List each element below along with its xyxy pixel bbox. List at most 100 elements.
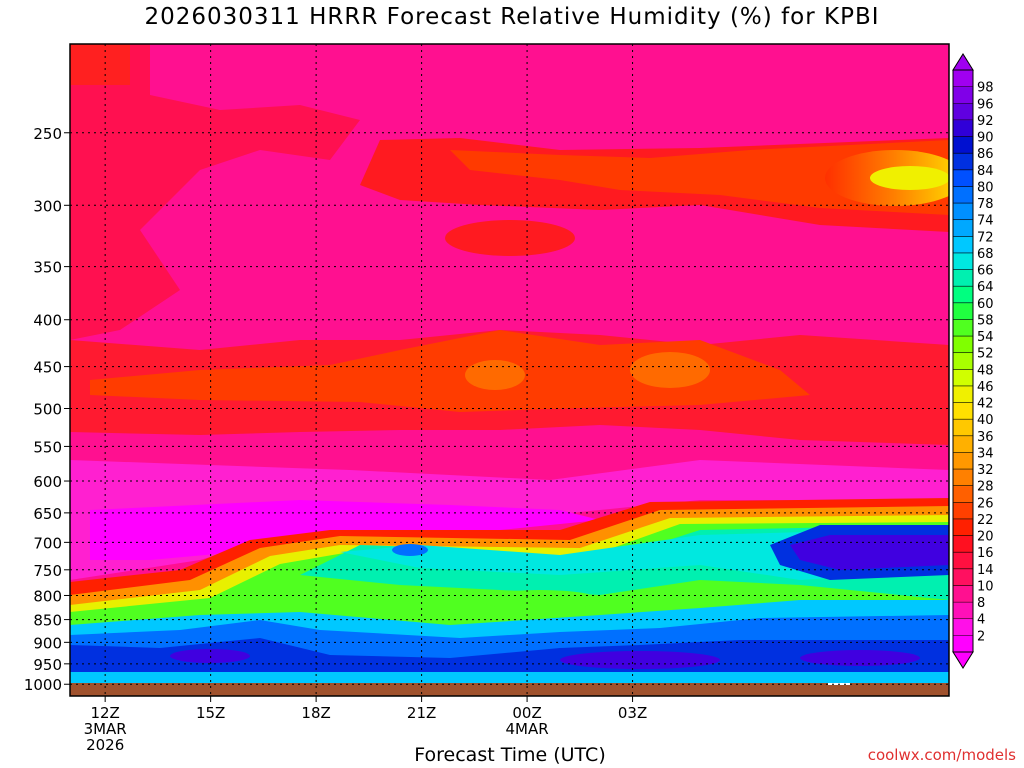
colorbar-segment bbox=[953, 402, 973, 420]
red-blob-325 bbox=[445, 220, 575, 256]
colorbar-label: 48 bbox=[977, 363, 994, 378]
colorbar-segment bbox=[953, 585, 973, 603]
colorbar-label: 80 bbox=[977, 180, 994, 195]
top-left-red bbox=[70, 44, 130, 85]
colorbar-segment bbox=[953, 552, 973, 570]
colorbar-segment bbox=[953, 502, 973, 520]
y-tick-label: 900 bbox=[33, 634, 62, 652]
colorbar-label: 72 bbox=[977, 230, 994, 245]
colorbar-segment bbox=[953, 86, 973, 104]
colorbar-label: 60 bbox=[977, 297, 994, 312]
y-tick-label: 600 bbox=[33, 473, 62, 491]
colorbar-label: 14 bbox=[977, 563, 994, 578]
colorbar-segment bbox=[953, 535, 973, 553]
colorbar-segment bbox=[953, 269, 973, 287]
colorbar-segment bbox=[953, 469, 973, 487]
colorbar-label: 68 bbox=[977, 247, 994, 262]
blue-blob-18z bbox=[392, 544, 428, 556]
colorbar-segment bbox=[953, 136, 973, 154]
colorbar-min-arrow bbox=[952, 651, 974, 669]
colorbar-segment bbox=[953, 186, 973, 204]
y-tick-label: 950 bbox=[33, 656, 62, 674]
colorbar-label: 92 bbox=[977, 114, 994, 129]
chart-title: 2026030311 HRRR Forecast Relative Humidi… bbox=[144, 4, 880, 30]
x-tick-label: 18Z bbox=[301, 704, 330, 722]
colorbar-label: 84 bbox=[977, 164, 994, 179]
bl-purple-2 bbox=[560, 651, 720, 669]
x-tick-label: 4MAR bbox=[505, 720, 548, 738]
x-tick-label: 21Z bbox=[407, 704, 436, 722]
colorbar-label: 36 bbox=[977, 430, 994, 445]
colorbar-segment bbox=[953, 203, 973, 221]
x-tick-label: 12Z bbox=[90, 704, 119, 722]
colorbar-segment bbox=[953, 419, 973, 437]
colorbar-label: 4 bbox=[977, 613, 985, 628]
y-tick-label: 400 bbox=[33, 312, 62, 330]
y-tick-label: 500 bbox=[33, 401, 62, 419]
colorbar-max-arrow bbox=[952, 53, 974, 71]
colorbar-segment bbox=[953, 219, 973, 237]
colorbar-label: 74 bbox=[977, 214, 994, 229]
colorbar-segment bbox=[953, 568, 973, 586]
x-tick-label: 00Z bbox=[512, 704, 541, 722]
colorbar-segment bbox=[953, 153, 973, 171]
x-axis-label: Forecast Time (UTC) bbox=[414, 744, 606, 766]
colorbar-label: 58 bbox=[977, 313, 994, 328]
colorbar: 2481014162022262832343640424648525458606… bbox=[952, 53, 994, 669]
y-tick-label: 800 bbox=[33, 587, 62, 605]
colorbar-segment bbox=[953, 70, 973, 88]
colorbar-label: 10 bbox=[977, 579, 994, 594]
y-tick-label: 250 bbox=[33, 125, 62, 143]
y-tick-label: 450 bbox=[33, 359, 62, 377]
mid-orange-band bbox=[90, 330, 810, 412]
colorbar-segment bbox=[953, 602, 973, 620]
colorbar-label: 2 bbox=[977, 629, 985, 644]
colorbar-segment bbox=[953, 286, 973, 304]
y-tick-label: 750 bbox=[33, 562, 62, 580]
colorbar-label: 86 bbox=[977, 147, 994, 162]
colorbar-segment bbox=[953, 452, 973, 470]
colorbar-border bbox=[952, 69, 974, 653]
colorbar-label: 20 bbox=[977, 530, 994, 545]
colorbar-label: 8 bbox=[977, 596, 985, 611]
y-tick-label: 650 bbox=[33, 505, 62, 523]
plot-border bbox=[69, 43, 950, 697]
colorbar-label: 46 bbox=[977, 380, 994, 395]
colorbar-label: 16 bbox=[977, 546, 994, 561]
colorbar-label: 22 bbox=[977, 513, 994, 528]
colorbar-label: 78 bbox=[977, 197, 994, 212]
y-tick-label: 1000 bbox=[24, 676, 62, 694]
colorbar-label: 96 bbox=[977, 97, 994, 112]
colorbar-label: 28 bbox=[977, 480, 994, 495]
colorbar-label: 40 bbox=[977, 413, 994, 428]
colorbar-label: 42 bbox=[977, 397, 994, 412]
lower-magenta bbox=[70, 460, 949, 580]
colorbar-segment bbox=[953, 119, 973, 138]
colorbar-segment bbox=[953, 485, 973, 503]
dry-slot-green bbox=[480, 590, 600, 610]
colorbar-segment bbox=[953, 302, 973, 320]
colorbar-label: 32 bbox=[977, 463, 994, 478]
colorbar-segment bbox=[953, 369, 973, 387]
upper-orange-band bbox=[450, 140, 949, 215]
x-tick-label: 2026 bbox=[86, 736, 124, 754]
y-tick-label: 700 bbox=[33, 534, 62, 552]
colorbar-segment bbox=[953, 435, 973, 453]
colorbar-segment bbox=[953, 385, 973, 404]
colorbar-label: 52 bbox=[977, 347, 994, 362]
bl-purple-1 bbox=[170, 649, 250, 663]
x-tick-label: 3MAR bbox=[84, 720, 127, 738]
y-tick-label: 300 bbox=[33, 197, 62, 215]
colorbar-label: 64 bbox=[977, 280, 994, 295]
colorbar-segment bbox=[953, 618, 973, 636]
colorbar-label: 98 bbox=[977, 81, 994, 96]
saturated-pocket-core bbox=[790, 535, 949, 570]
colorbar-segment bbox=[953, 336, 973, 354]
colorbar-segment bbox=[953, 103, 973, 121]
y-tick-label: 850 bbox=[33, 612, 62, 630]
bl-purple-3 bbox=[800, 650, 920, 666]
x-tick-label: 03Z bbox=[618, 704, 647, 722]
ground bbox=[70, 683, 949, 696]
